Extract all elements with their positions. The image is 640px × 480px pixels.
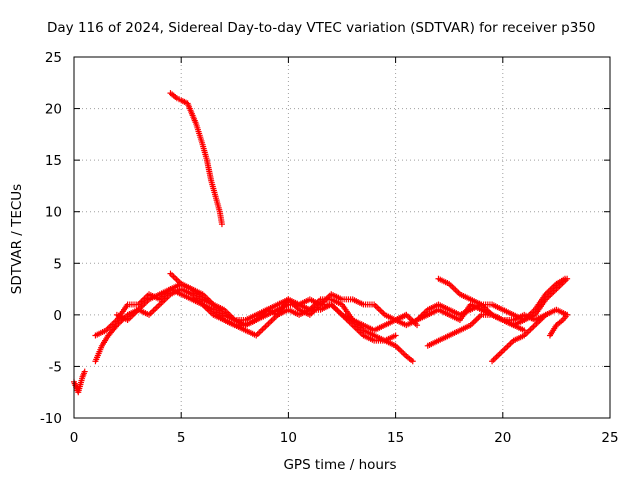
data-point <box>561 275 568 282</box>
data-point <box>409 358 416 365</box>
x-tick-label: 0 <box>70 430 79 446</box>
data-point <box>218 221 225 228</box>
data-point <box>521 327 528 334</box>
tick-labels: 0 5 10 15 20 25 -10 -5 0 5 10 15 20 25 <box>40 50 619 446</box>
y-tick-label: -5 <box>49 359 62 375</box>
y-tick-label: 10 <box>45 205 62 221</box>
series-track-12 <box>546 311 571 339</box>
series-track-7 <box>392 301 528 334</box>
series-track-9 <box>414 275 571 324</box>
series-track-10 <box>435 275 568 329</box>
grid-lines <box>74 57 610 418</box>
series-track-1 <box>71 368 88 396</box>
x-tick-label: 20 <box>494 430 511 446</box>
data-point <box>564 311 571 318</box>
y-tick-label: 25 <box>45 50 62 66</box>
x-axis-label: GPS time / hours <box>283 457 397 473</box>
data-point <box>81 368 88 375</box>
data-point <box>542 311 549 318</box>
data-point <box>414 322 421 329</box>
plot-frame <box>73 56 611 419</box>
y-tick-label: 20 <box>45 102 62 118</box>
y-tick-label: 5 <box>53 256 62 272</box>
x-tick-label: 15 <box>387 430 404 446</box>
y-tick-label: 15 <box>45 153 62 169</box>
chart-title: Day 116 of 2024, Sidereal Day-to-day VTE… <box>47 20 596 36</box>
y-tick-label: 0 <box>53 308 62 324</box>
data-point <box>403 311 410 318</box>
y-tick-label: -10 <box>40 411 62 427</box>
x-tick-label: 25 <box>601 430 618 446</box>
x-tick-label: 10 <box>280 430 297 446</box>
data-point <box>392 332 399 339</box>
series-track-11 <box>489 311 549 365</box>
data-points <box>71 90 571 396</box>
y-axis-label: SDTVAR / TECUs <box>9 183 25 295</box>
series-track-6 <box>167 90 225 228</box>
x-tick-label: 5 <box>177 430 186 446</box>
series-track-4 <box>113 286 399 344</box>
series-track-5 <box>167 270 410 334</box>
